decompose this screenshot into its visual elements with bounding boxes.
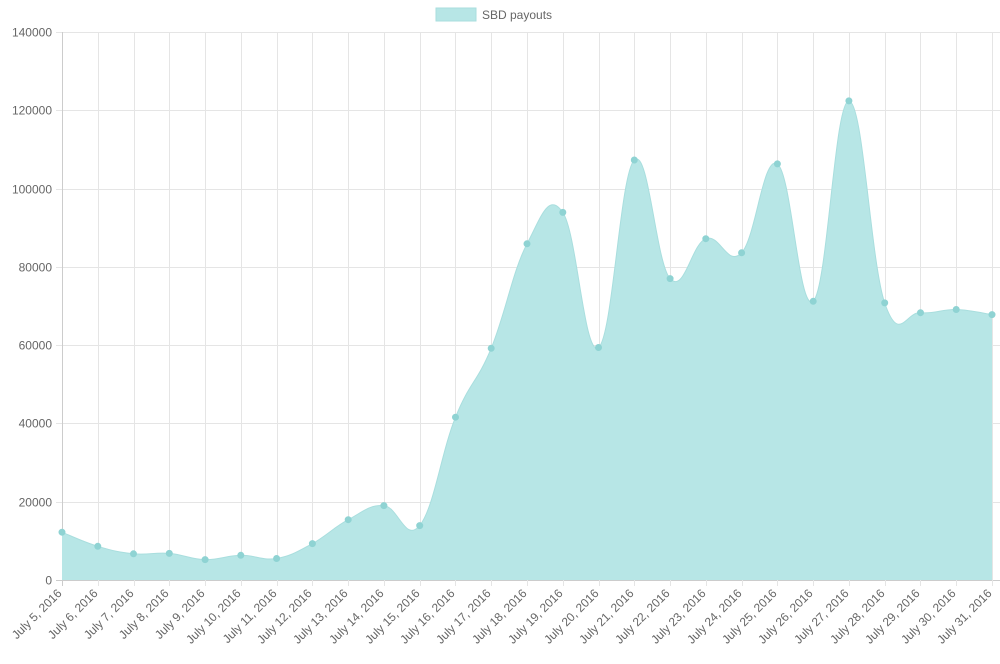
y-tick-label: 80000 bbox=[19, 261, 53, 275]
data-point[interactable] bbox=[845, 97, 853, 105]
data-point[interactable] bbox=[165, 549, 173, 557]
data-point[interactable] bbox=[130, 550, 137, 558]
y-tick-label: 40000 bbox=[19, 417, 53, 431]
data-point[interactable] bbox=[988, 311, 996, 319]
data-point[interactable] bbox=[452, 413, 459, 421]
legend-label: SBD payouts bbox=[482, 8, 552, 22]
data-point[interactable] bbox=[201, 556, 209, 564]
legend[interactable]: SBD payouts bbox=[435, 7, 552, 22]
data-point[interactable] bbox=[702, 235, 710, 243]
y-tick-label: 100000 bbox=[12, 183, 52, 197]
data-point[interactable] bbox=[487, 344, 495, 352]
data-point[interactable] bbox=[881, 299, 889, 307]
data-point[interactable] bbox=[630, 156, 638, 164]
data-point[interactable] bbox=[559, 208, 567, 216]
data-point[interactable] bbox=[773, 160, 781, 168]
data-point[interactable] bbox=[273, 555, 281, 562]
data-point[interactable] bbox=[308, 540, 316, 548]
data-point[interactable] bbox=[666, 275, 674, 283]
y-tick-label: 20000 bbox=[19, 496, 53, 510]
data-point[interactable] bbox=[237, 551, 245, 559]
y-tick-label: 120000 bbox=[12, 104, 52, 118]
data-points bbox=[58, 97, 996, 564]
legend-swatch bbox=[435, 7, 477, 22]
data-point[interactable] bbox=[416, 522, 424, 530]
y-tick-label: 140000 bbox=[12, 26, 52, 40]
data-point[interactable] bbox=[809, 297, 817, 305]
series-line bbox=[61, 100, 993, 561]
y-axis-ticks: 0 20000 40000 60000 80000 100000 120000 140000 bbox=[12, 26, 52, 588]
data-point[interactable] bbox=[523, 240, 531, 248]
data-point[interactable] bbox=[738, 249, 746, 257]
data-point[interactable] bbox=[952, 306, 960, 313]
data-point[interactable] bbox=[595, 344, 602, 351]
y-tick-label: 0 bbox=[45, 574, 52, 588]
y-tick-label: 60000 bbox=[19, 339, 53, 353]
data-point[interactable] bbox=[380, 502, 388, 510]
series-area bbox=[62, 100, 992, 581]
data-point[interactable] bbox=[344, 516, 352, 524]
data-point[interactable] bbox=[94, 542, 102, 550]
data-point[interactable] bbox=[58, 528, 66, 536]
data-point[interactable] bbox=[917, 309, 924, 317]
